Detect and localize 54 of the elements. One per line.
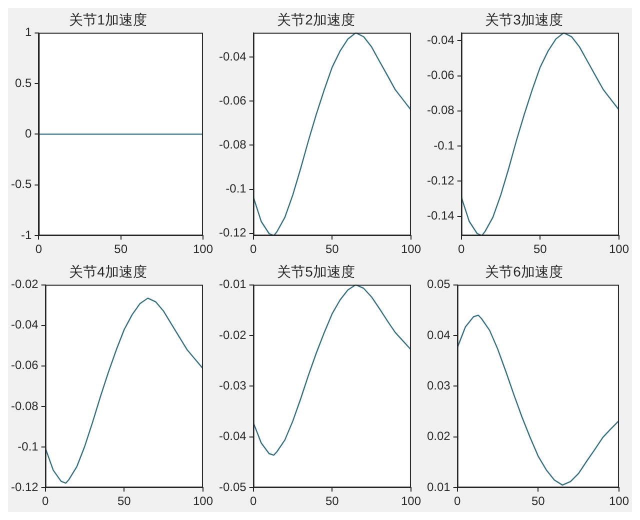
x-tick-label: 50	[531, 494, 546, 508]
y-tick-label: 0.03	[426, 378, 451, 393]
chart-title: 关节4加速度	[69, 263, 147, 280]
chart-title: 关节1加速度	[69, 11, 147, 28]
y-tick-label: -0.03	[218, 378, 247, 393]
y-tick-label: -1	[21, 228, 32, 242]
y-tick-label: -0.06	[426, 68, 455, 82]
y-tick-label: -0.04	[218, 49, 247, 64]
y-tick-label: 0.04	[426, 328, 451, 342]
x-tick-label: 100	[608, 494, 630, 508]
y-tick-label: -0.08	[10, 398, 39, 413]
x-tick-label: 50	[325, 494, 340, 508]
y-tick-label: -0.04	[10, 318, 39, 332]
chart-title: 关节6加速度	[485, 263, 563, 280]
chart-title: 关节2加速度	[277, 11, 355, 28]
y-tick-label: -0.1	[434, 138, 455, 152]
y-tick-label: 1	[24, 25, 32, 40]
y-tick-label: -0.12	[426, 173, 455, 188]
x-tick-label: 50	[533, 242, 548, 256]
y-tick-label: -0.12	[218, 226, 247, 240]
x-tick-label: 50	[114, 242, 128, 256]
y-tick-label: -0.12	[10, 480, 39, 494]
y-tick-label: -0.06	[10, 358, 39, 372]
x-tick-label: 100	[192, 242, 214, 256]
x-tick-label: 0	[250, 494, 258, 508]
y-tick-label: -0.08	[426, 103, 455, 118]
x-tick-label: 0	[458, 242, 466, 256]
x-tick-label: 0	[250, 242, 258, 256]
y-tick-label: -0.1	[226, 182, 247, 196]
y-tick-label: -0.02	[10, 277, 39, 292]
y-tick-label: -0.14	[426, 208, 455, 223]
chart-title: 关节3加速度	[485, 11, 563, 28]
x-tick-label: 100	[400, 242, 422, 256]
y-tick-label: -0.04	[218, 429, 247, 444]
y-tick-label: 0.05	[426, 277, 451, 292]
x-tick-label: 100	[608, 242, 630, 256]
x-tick-label: 100	[400, 494, 422, 508]
y-tick-label: -0.01	[218, 277, 247, 292]
y-tick-label: -0.06	[218, 93, 247, 108]
chart-title: 关节5加速度	[277, 263, 355, 280]
y-tick-label: -0.04	[426, 33, 455, 48]
y-tick-label: 0	[24, 126, 32, 141]
y-tick-label: -0.5	[10, 177, 32, 192]
x-tick-label: 50	[325, 242, 340, 256]
y-tick-label: -0.08	[218, 138, 247, 152]
y-tick-label: -0.02	[218, 328, 247, 342]
x-tick-label: 50	[117, 494, 132, 508]
x-tick-label: 0	[42, 494, 50, 508]
y-tick-label: 0.01	[426, 480, 451, 494]
y-tick-label: -0.05	[218, 480, 247, 494]
x-tick-label: 100	[192, 494, 214, 508]
y-tick-label: 0.5	[14, 76, 32, 90]
y-tick-label: -0.1	[18, 439, 39, 454]
y-tick-label: 0.02	[426, 429, 451, 444]
